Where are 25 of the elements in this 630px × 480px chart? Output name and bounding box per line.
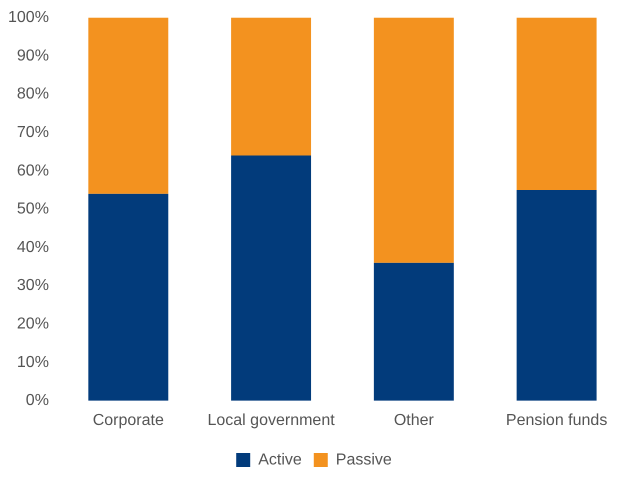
x-tick-label: Other	[394, 412, 435, 429]
bar	[231, 156, 312, 401]
y-tick-label: 20%	[16, 316, 49, 333]
y-tick-label: 0%	[26, 392, 49, 410]
x-tick-label: Corporate	[92, 412, 164, 429]
bar	[88, 194, 168, 401]
x-tick-label: Pension funds	[506, 412, 608, 429]
y-tick-label: 90%	[16, 47, 49, 64]
bar	[231, 18, 312, 156]
legend-label: Active	[258, 451, 302, 468]
bar	[88, 18, 168, 194]
y-tick-label: 30%	[16, 277, 49, 294]
bar	[516, 190, 597, 401]
y-tick-label: 50%	[16, 200, 49, 218]
y-tick-label: 40%	[16, 238, 49, 256]
legend-label: Passive	[336, 451, 392, 468]
y-tick-label: 10%	[16, 354, 49, 371]
bar	[374, 262, 454, 401]
bar	[374, 18, 454, 263]
y-tick-label: 100%	[8, 9, 49, 26]
y-tick-label: 60%	[16, 162, 49, 180]
bar	[516, 18, 597, 190]
x-tick-label: Local government	[207, 412, 336, 429]
y-tick-label: 80%	[16, 86, 49, 103]
y-tick-label: 70%	[16, 124, 49, 141]
